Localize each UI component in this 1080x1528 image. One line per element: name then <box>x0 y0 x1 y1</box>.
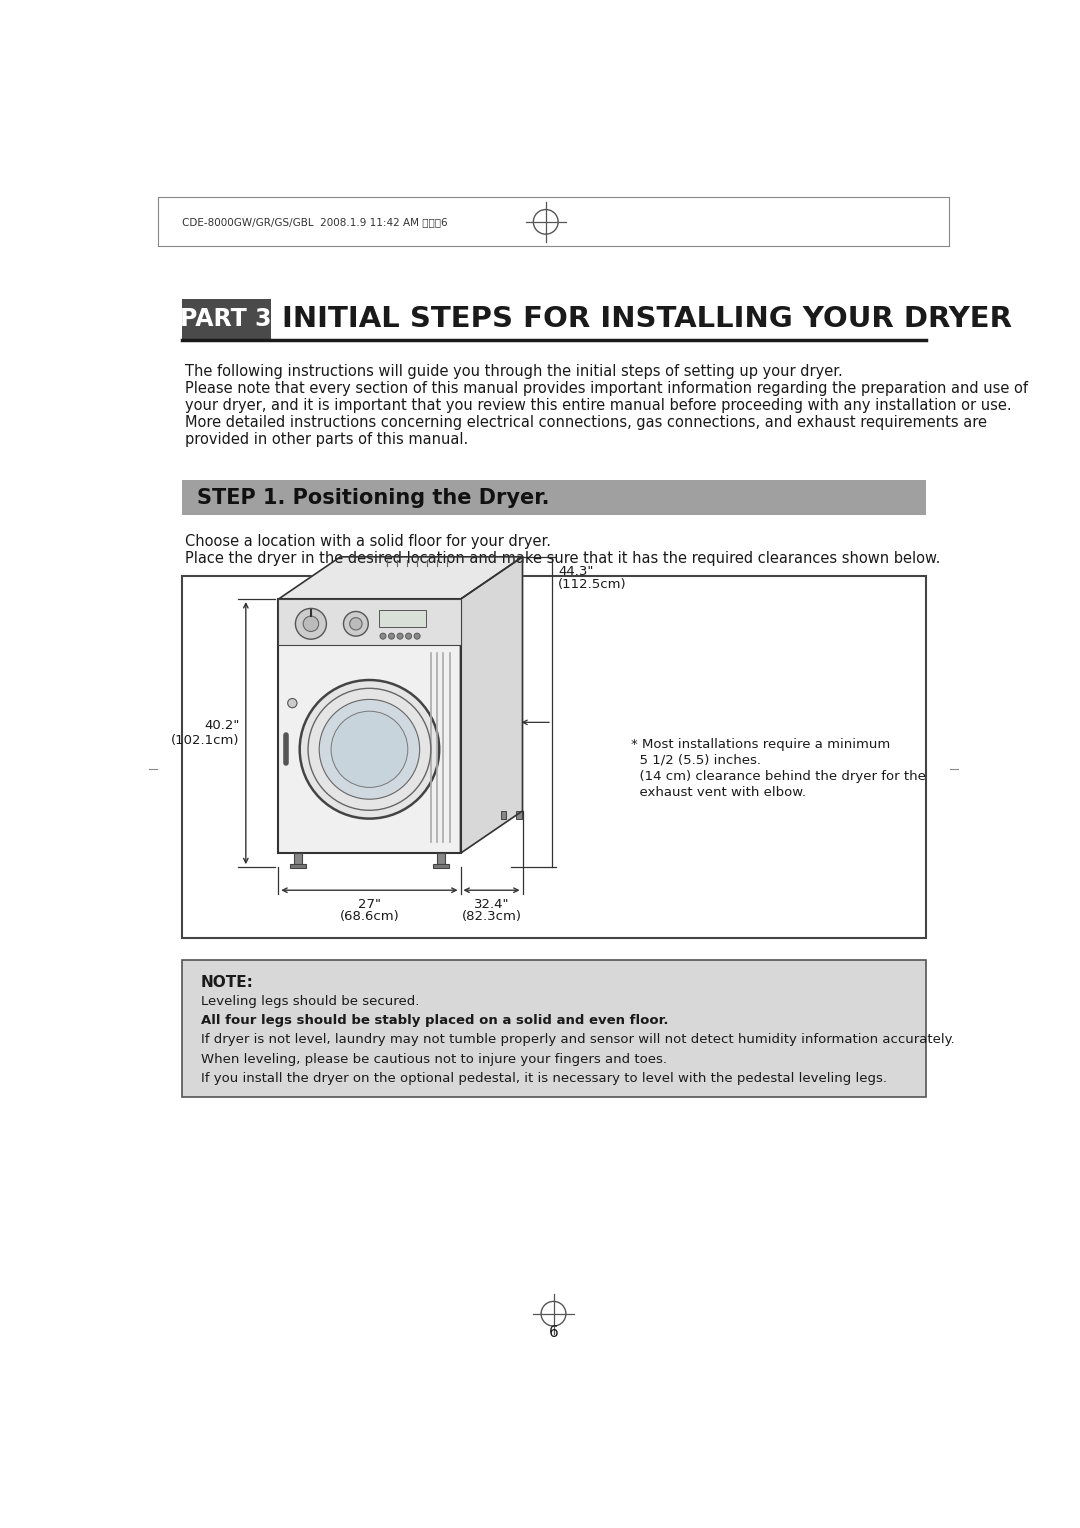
Bar <box>516 811 522 819</box>
Bar <box>181 480 926 515</box>
Text: 27": 27" <box>357 898 381 911</box>
Bar <box>437 853 445 863</box>
Text: NOTE:: NOTE: <box>201 975 254 990</box>
Bar <box>279 599 460 645</box>
Circle shape <box>350 617 362 630</box>
Text: The following instructions will guide you through the initial steps of setting u: The following instructions will guide yo… <box>186 364 843 379</box>
Text: Please note that every section of this manual provides important information reg: Please note that every section of this m… <box>186 382 1028 396</box>
Bar <box>181 576 926 938</box>
Text: More detailed instructions concerning electrical connections, gas connections, a: More detailed instructions concerning el… <box>186 416 987 429</box>
Text: exhaust vent with elbow.: exhaust vent with elbow. <box>631 787 806 799</box>
Bar <box>294 853 301 863</box>
Text: All four legs should be stably placed on a solid and even floor.: All four legs should be stably placed on… <box>201 1015 669 1027</box>
Bar <box>181 299 271 339</box>
Polygon shape <box>460 556 523 853</box>
Text: CDE-8000GW/GR/GS/GBL  2008.1.9 11:42 AM 펙이지6: CDE-8000GW/GR/GS/GBL 2008.1.9 11:42 AM 펙… <box>181 217 447 226</box>
Text: When leveling, please be cautious not to injure your fingers and toes.: When leveling, please be cautious not to… <box>201 1053 666 1065</box>
Text: 40.2": 40.2" <box>204 720 240 732</box>
Text: STEP 1. Positioning the Dryer.: STEP 1. Positioning the Dryer. <box>197 487 550 507</box>
Text: If dryer is not level, laundry may not tumble properly and sensor will not detec: If dryer is not level, laundry may not t… <box>201 1033 955 1047</box>
Circle shape <box>332 711 408 787</box>
Text: 32.4": 32.4" <box>474 898 510 911</box>
Circle shape <box>299 680 440 819</box>
Circle shape <box>320 700 420 799</box>
Text: (68.6cm): (68.6cm) <box>339 911 400 923</box>
Text: INITIAL STEPS FOR INSTALLING YOUR DRYER: INITIAL STEPS FOR INSTALLING YOUR DRYER <box>282 306 1012 333</box>
Bar <box>279 599 460 853</box>
Circle shape <box>389 633 394 639</box>
Bar <box>433 863 449 868</box>
Bar <box>379 610 426 626</box>
Text: your dryer, and it is important that you review this entire manual before procee: your dryer, and it is important that you… <box>186 399 1012 413</box>
Circle shape <box>405 633 411 639</box>
Bar <box>291 863 306 868</box>
Text: 5 1/2 (5.5) inches.: 5 1/2 (5.5) inches. <box>631 753 761 767</box>
Bar <box>501 811 507 819</box>
Text: (14 cm) clearance behind the dryer for the: (14 cm) clearance behind the dryer for t… <box>631 770 926 782</box>
Circle shape <box>397 633 403 639</box>
Circle shape <box>380 633 387 639</box>
Text: Leveling legs should be secured.: Leveling legs should be secured. <box>201 995 419 1008</box>
Circle shape <box>287 698 297 707</box>
Text: (82.3cm): (82.3cm) <box>461 911 522 923</box>
Circle shape <box>296 608 326 639</box>
Text: * Most installations require a minimum: * Most installations require a minimum <box>631 738 890 750</box>
Polygon shape <box>279 556 523 599</box>
Text: provided in other parts of this manual.: provided in other parts of this manual. <box>186 432 469 448</box>
Text: If you install the dryer on the optional pedestal, it is necessary to level with: If you install the dryer on the optional… <box>201 1073 887 1085</box>
Circle shape <box>343 611 368 636</box>
Circle shape <box>303 616 319 631</box>
Bar <box>181 960 926 1097</box>
Text: Choose a location with a solid floor for your dryer.: Choose a location with a solid floor for… <box>186 533 552 549</box>
Text: (112.5cm): (112.5cm) <box>558 579 626 591</box>
Text: 44.3": 44.3" <box>558 564 594 578</box>
Text: PART 3: PART 3 <box>180 307 271 332</box>
Circle shape <box>414 633 420 639</box>
Text: 6: 6 <box>549 1325 558 1340</box>
Text: Place the dryer in the desired location and make sure that it has the required c: Place the dryer in the desired location … <box>186 550 941 565</box>
Text: (102.1cm): (102.1cm) <box>171 735 240 747</box>
